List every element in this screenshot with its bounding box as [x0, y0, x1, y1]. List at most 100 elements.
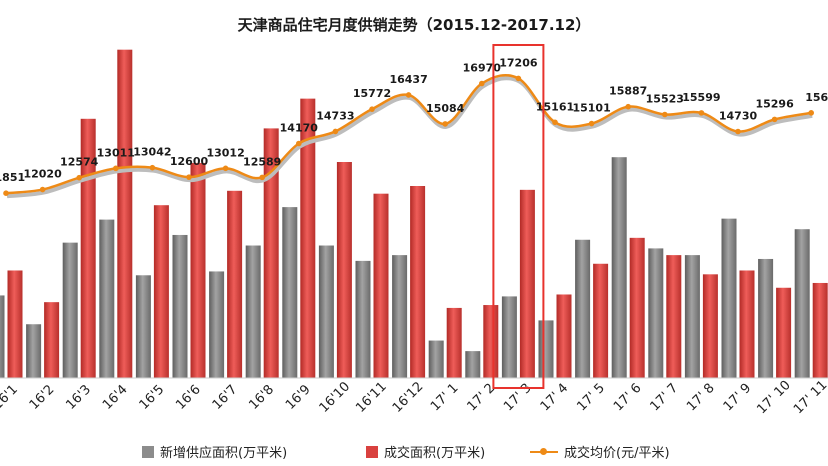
price-label: 16970: [463, 62, 502, 75]
x-tick-label: 16'8: [246, 382, 277, 413]
supply-bar: [428, 340, 444, 378]
x-tick-label: 16'11: [353, 379, 390, 416]
x-tick-label: 17' 6: [611, 381, 645, 415]
price-point: [625, 103, 631, 110]
deal-area-bar: [446, 307, 462, 378]
price-point: [3, 190, 9, 196]
price-point: [515, 75, 522, 82]
price-line-layer: [3, 73, 814, 199]
x-tick-label: 17' 10: [754, 378, 793, 417]
price-point: [588, 120, 595, 127]
x-tick-label: 16'7: [210, 382, 241, 413]
price-labels-layer: 1185112020125741301113042126001301212589…: [0, 56, 828, 184]
legend-swatch-deal-area: [366, 445, 378, 458]
supply-bar: [282, 207, 298, 378]
supply-bar: [501, 296, 517, 378]
price-label: 15101: [572, 102, 610, 115]
price-point: [552, 119, 558, 126]
supply-bar: [648, 248, 664, 378]
price-label: 15296: [755, 97, 794, 110]
supply-bar: [392, 255, 408, 378]
price-label: 13042: [133, 146, 171, 159]
price-point: [332, 128, 339, 135]
price-label: 12589: [243, 155, 281, 168]
legend-item-avg-price: 成交均价(元/平米): [530, 442, 670, 461]
price-label: 13011: [97, 146, 135, 159]
supply-bar: [575, 239, 591, 378]
supply-bar: [721, 218, 737, 378]
chart-title: 天津商品住宅月度供销走势（2015.12-2017.12）: [237, 16, 591, 34]
x-tick-label: 16'6: [173, 382, 204, 413]
supply-bar: [355, 260, 371, 378]
supply-bar: [62, 242, 78, 378]
price-point: [405, 92, 412, 98]
x-tick-label: 17' 1: [428, 381, 462, 415]
price-label: 15523: [646, 93, 684, 106]
deal-area-bar: [336, 162, 352, 378]
price-point: [662, 111, 668, 118]
price-label: 14170: [280, 122, 319, 135]
price-point: [479, 80, 485, 87]
price-line-shadow: [6, 76, 813, 199]
x-tick-label: 16'12: [390, 379, 427, 416]
price-label: 15772: [353, 87, 391, 100]
price-label: 15887: [609, 85, 647, 98]
deal-area-bar: [190, 162, 206, 378]
supply-bar: [99, 219, 115, 378]
deal-area-bar: [300, 98, 316, 378]
price-label: 156: [805, 91, 828, 104]
price-point: [808, 110, 814, 116]
deal-area-bar: [776, 287, 792, 378]
deal-area-bar: [117, 49, 133, 379]
legend-label-deal-area: 成交面积(万平米): [384, 446, 486, 461]
price-point: [259, 174, 266, 181]
supply-bar: [465, 351, 481, 378]
x-tick-label: 17' 9: [721, 381, 755, 415]
price-label: 15084: [426, 102, 465, 115]
x-tick-labels: 16'1 16'2 16'3 16'4 16'5 16'6 16'7 16'8 16'9 16'1…: [0, 378, 828, 417]
legend-label-supply: 新增供应面积(万平米): [160, 446, 288, 461]
deal-area-bar: [7, 270, 23, 378]
supply-bar: [0, 295, 5, 378]
supply-bar: [172, 234, 188, 378]
price-label: 15599: [682, 91, 720, 104]
price-label: 15161: [536, 100, 574, 113]
deal-area-bar: [739, 270, 755, 378]
x-tick-label: 17' 3: [501, 381, 535, 415]
deal-area-bar: [702, 274, 718, 378]
deal-area-bar: [519, 189, 535, 378]
price-label: 16437: [389, 73, 427, 86]
price-point: [186, 174, 192, 180]
supply-bar: [794, 229, 810, 378]
price-point: [771, 116, 778, 123]
deal-area-bar: [593, 263, 609, 378]
price-label: 12600: [170, 155, 209, 168]
x-tick-label: 16'5: [137, 382, 168, 413]
deal-area-bar: [80, 118, 96, 379]
x-tick-label: 16'10: [317, 379, 354, 416]
price-label: 14730: [719, 110, 758, 123]
deal-area-bar: [227, 190, 243, 378]
bars-layer: [0, 49, 828, 379]
deal-area-bar: [629, 237, 645, 378]
supply-bar: [135, 275, 151, 378]
deal-area-bar: [556, 294, 572, 378]
deal-area-bar: [263, 128, 279, 378]
price-label: 12574: [60, 156, 99, 169]
x-tick-label: 16'2: [27, 382, 58, 413]
deal-area-bar: [812, 282, 828, 378]
deal-area-bar: [666, 255, 682, 378]
price-point: [222, 165, 229, 172]
x-tick-label: 17' 5: [574, 381, 608, 415]
price-point: [149, 164, 156, 171]
x-tick-label: 16'4: [100, 382, 131, 413]
supply-bar: [684, 255, 700, 378]
deal-area-bar: [373, 193, 389, 378]
deal-area-bar: [483, 305, 499, 378]
price-point: [735, 128, 741, 135]
supply-bar: [245, 245, 261, 378]
x-tick-label: 17' 8: [684, 381, 718, 415]
price-label: 11851: [0, 171, 25, 184]
supply-bar: [209, 271, 225, 378]
